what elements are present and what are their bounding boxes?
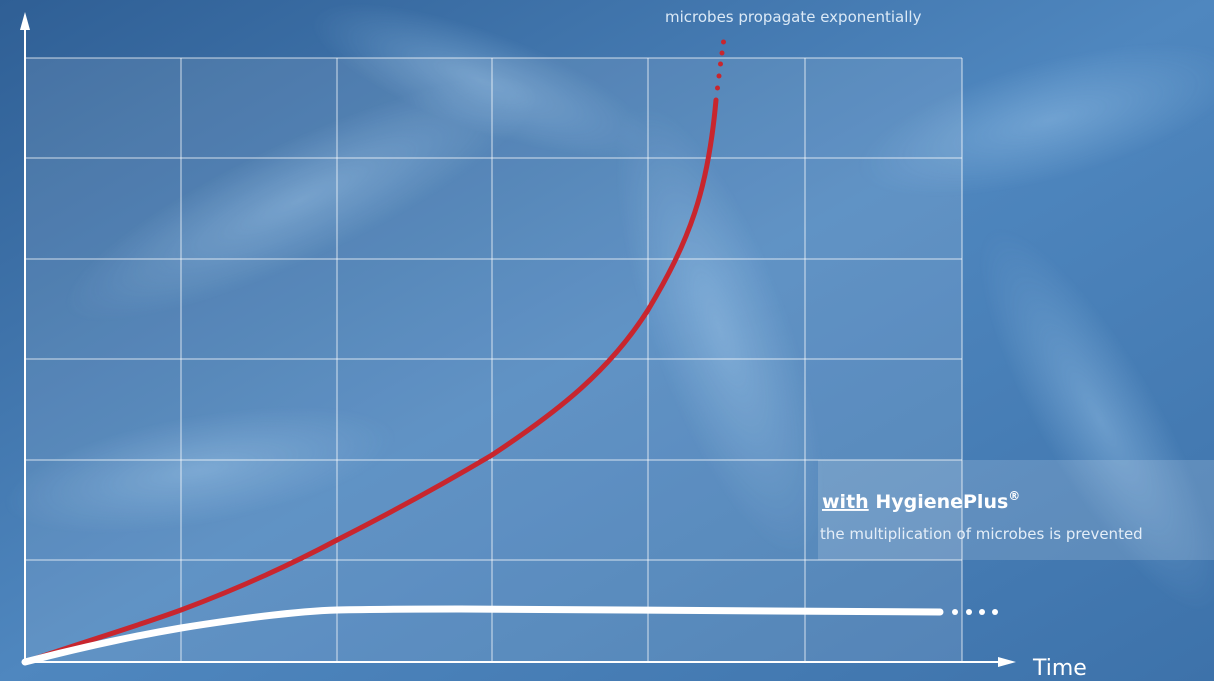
callout-mark: ® xyxy=(1008,489,1020,503)
hygieneplus-curve xyxy=(21,605,944,666)
callout-title: with HygienePlus® xyxy=(822,489,1020,513)
x-axis-label: Time xyxy=(1032,656,1087,681)
axes xyxy=(20,12,1016,667)
callout-text: the multiplication of microbes is preven… xyxy=(820,525,1143,543)
plot-area xyxy=(25,58,962,662)
callout-brand: HygienePlus xyxy=(875,491,1008,513)
growth-dots xyxy=(715,39,726,91)
hygieneplus-dots xyxy=(952,609,998,615)
callout-box xyxy=(818,460,1214,560)
grid xyxy=(25,57,963,662)
top-note: microbes propagate exponentially xyxy=(665,8,922,26)
growth-curve xyxy=(22,97,719,665)
callout-with: with xyxy=(822,491,869,513)
